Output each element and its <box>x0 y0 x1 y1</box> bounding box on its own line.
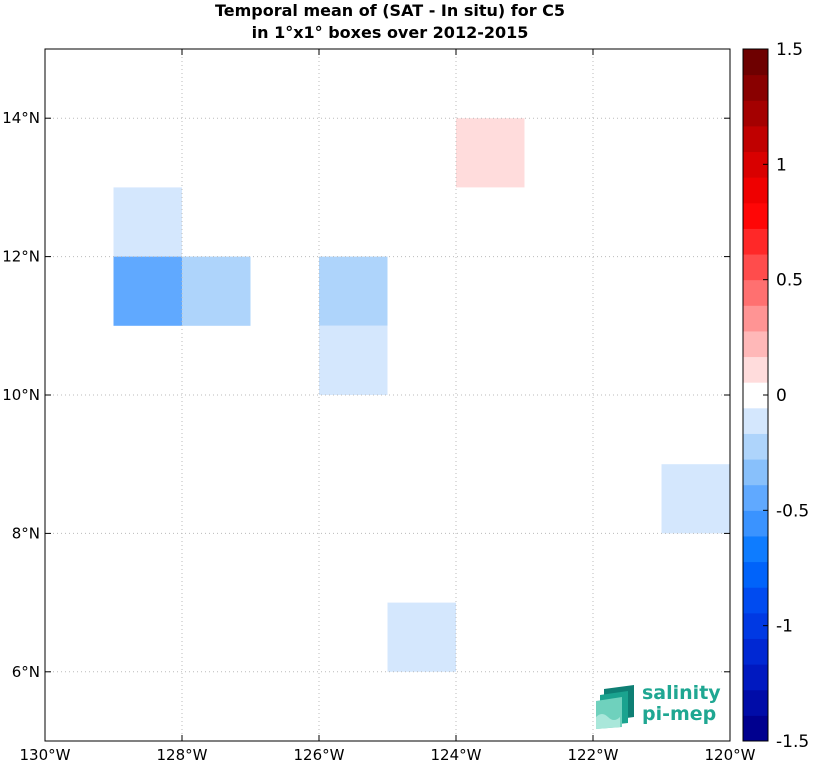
heatmap-cell <box>113 187 182 257</box>
x-tick-label: 120°W <box>705 746 756 763</box>
colorbar-tick-label: 1 <box>776 155 787 175</box>
y-tick-label: 12°N <box>2 248 40 266</box>
colorbar-segment <box>743 638 768 665</box>
colorbar-segment <box>743 484 768 511</box>
heatmap-cell <box>387 602 456 672</box>
colorbar-segment <box>743 433 768 460</box>
heatmap-cell <box>456 118 525 188</box>
colorbar-tick-label: 0.5 <box>776 271 803 291</box>
y-tick-label: 8°N <box>12 524 40 542</box>
chart-title-line-2: in 1°x1° boxes over 2012-2015 <box>251 23 529 42</box>
x-tick-label: 128°W <box>157 746 208 763</box>
colorbar-segment <box>743 177 768 204</box>
colorbar-segment <box>743 49 768 76</box>
heatmap-cell <box>182 256 251 326</box>
colorbar-segment <box>743 689 768 716</box>
colorbar-segment <box>743 535 768 563</box>
logo-line-2: pi-mep <box>642 703 717 725</box>
x-tick-labels: 130°W 128°W 126°W 124°W 122°W 120°W <box>20 746 756 763</box>
colorbar-segment <box>743 305 768 332</box>
heatmap-cell <box>319 256 388 326</box>
colorbar-segment <box>743 664 768 691</box>
waves-logo-icon <box>596 685 634 729</box>
y-tick-label: 10°N <box>2 386 40 404</box>
heatmap-cell <box>319 325 388 395</box>
colorbar-segment <box>743 202 768 229</box>
colorbar-segment <box>743 125 768 153</box>
heatmap-cells <box>113 118 730 672</box>
colorbar-segment <box>743 510 768 537</box>
colorbar-tick-labels: 1.5 1 0.5 0 -0.5 -1 -1.5 <box>763 40 809 752</box>
chart-title: Temporal mean of (SAT - In situ) for C5 … <box>0 0 780 44</box>
y-tick-label: 14°N <box>2 109 40 127</box>
colorbar-tick-label: 0 <box>776 386 787 406</box>
colorbar-segment <box>743 228 768 255</box>
colorbar-tick-label: 1.5 <box>776 40 803 60</box>
colorbar-segment <box>743 561 768 588</box>
colorbar-segment <box>743 254 768 281</box>
colorbar-segment <box>743 279 768 306</box>
y-tick-labels: 6°N 8°N 10°N 12°N 14°N <box>2 109 40 681</box>
chart-title-line-1: Temporal mean of (SAT - In situ) for C5 <box>214 1 566 20</box>
colorbar-segment <box>743 356 768 383</box>
logo-text: salinity pi-mep <box>642 683 721 725</box>
x-tick-label: 130°W <box>20 746 71 763</box>
colorbar-tick-label: -1 <box>776 617 793 637</box>
axis-ticks <box>44 49 731 741</box>
x-tick-label: 126°W <box>294 746 345 763</box>
logo-line-1: salinity <box>642 682 721 704</box>
colorbar-segment <box>743 100 768 127</box>
heatmap-cell <box>113 256 182 326</box>
colorbar-segment <box>743 330 768 358</box>
colorbar <box>742 48 769 742</box>
salinity-pimep-logo: salinity pi-mep <box>594 683 729 731</box>
colorbar-segment <box>743 587 768 614</box>
gridlines <box>45 49 730 741</box>
y-tick-label: 6°N <box>12 663 40 681</box>
colorbar-segment <box>743 407 768 434</box>
colorbar-segment <box>743 74 768 101</box>
colorbar-tick-label: -1.5 <box>776 732 809 752</box>
colorbar-segment <box>743 715 768 742</box>
x-tick-label: 124°W <box>431 746 482 763</box>
colorbar-segment <box>743 459 768 486</box>
heatmap-cell <box>661 464 730 534</box>
colorbar-tick-label: -0.5 <box>776 501 809 521</box>
x-tick-label: 122°W <box>568 746 619 763</box>
